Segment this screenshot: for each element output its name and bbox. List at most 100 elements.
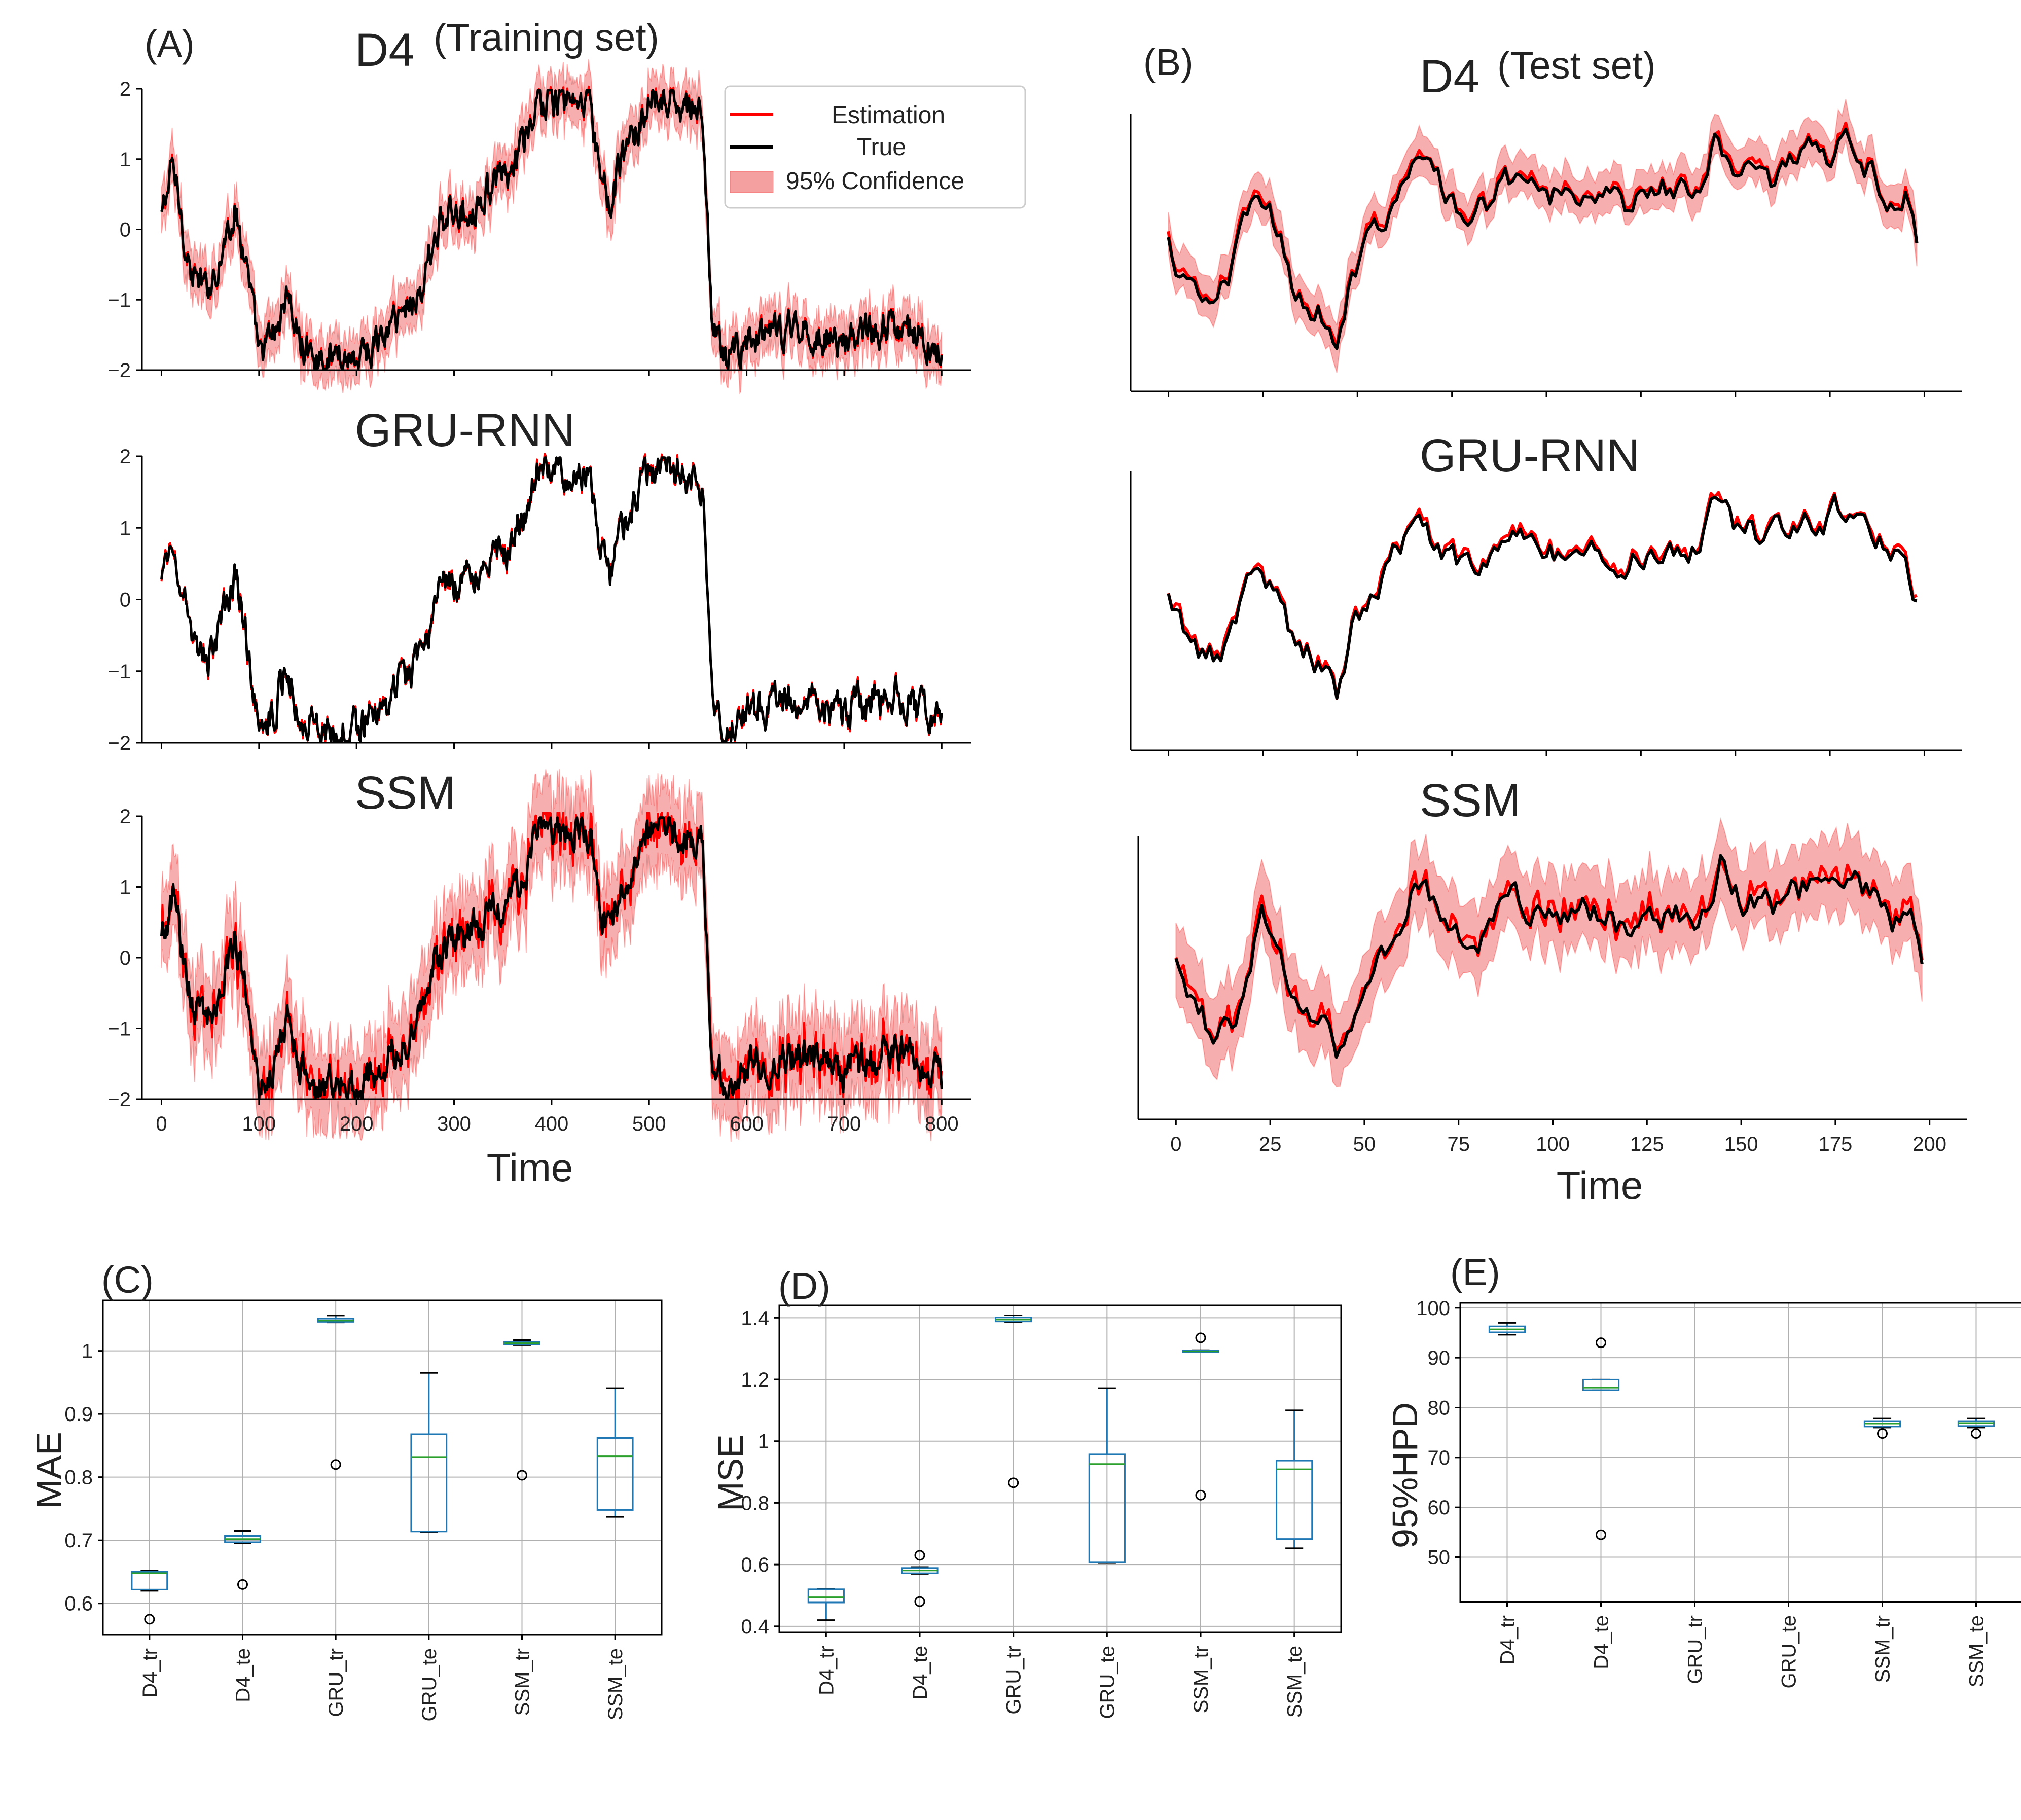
x-tick-label: 400 — [535, 1113, 569, 1135]
x-tick-label: GRU_te — [1096, 1646, 1118, 1719]
x-tick-label: D4_tr — [1497, 1615, 1519, 1665]
x-tick-label: 600 — [730, 1113, 764, 1135]
x-tick-label: 75 — [1447, 1133, 1470, 1155]
chart-a-gru: −2 −1 0 1 2 — [107, 446, 971, 754]
legend-confidence-label: 95% Confidence — [786, 168, 964, 195]
y-tick-label: −1 — [107, 661, 131, 683]
x-tick-label: SSM_tr — [1872, 1615, 1894, 1683]
chart-b-gru — [1130, 471, 1962, 756]
panel-b-title-set: (Test set) — [1497, 44, 1656, 87]
box-body — [1582, 1378, 1620, 1391]
flier-point — [1971, 1428, 1981, 1439]
panel-letter-d: (D) — [778, 1265, 831, 1307]
plot-frame — [102, 1299, 663, 1636]
y-tick-label: 0.8 — [741, 1492, 769, 1514]
panel-c-ylabel: MAE — [29, 1432, 68, 1509]
panel-letter-e: (E) — [1450, 1251, 1500, 1293]
true-line — [160, 816, 943, 1099]
x-tick-label: GRU_tr — [325, 1648, 347, 1717]
y-tick-label: 0 — [120, 589, 131, 611]
x-tick-label: SSM_te — [1284, 1646, 1306, 1718]
box-body — [1088, 1453, 1126, 1563]
y-tick-label: 0.7 — [64, 1530, 93, 1552]
box-ssm-te — [1957, 1417, 1995, 1439]
flier-point — [237, 1579, 248, 1590]
x-tick-label: GRU_tr — [1003, 1646, 1025, 1715]
box-body — [410, 1433, 448, 1533]
y-tick-label: 0.4 — [741, 1616, 769, 1638]
chart-b-d4 — [1130, 99, 1962, 397]
flier-point — [1008, 1477, 1019, 1488]
y-tick-label: 0.6 — [64, 1593, 93, 1615]
x-tick-label: 700 — [827, 1113, 861, 1135]
x-tick-label: 50 — [1353, 1133, 1376, 1155]
true-line — [1174, 854, 1924, 1059]
flier-point — [914, 1550, 925, 1561]
box-gru-tr — [995, 1314, 1032, 1488]
confidence-band — [161, 769, 943, 1142]
panel-a-xlabel: Time — [487, 1145, 573, 1190]
true-line — [160, 456, 943, 743]
x-tick-label: 0 — [156, 1113, 167, 1135]
box-ssm-te — [596, 1387, 634, 1518]
box-body — [596, 1437, 634, 1511]
flier-point — [1596, 1529, 1606, 1540]
box-gru-te — [1088, 1387, 1126, 1564]
x-tick-label: SSM_te — [604, 1648, 627, 1720]
plot-frame — [1459, 1302, 2021, 1603]
true-line — [1167, 493, 1918, 700]
panel-letter-b: (B) — [1143, 41, 1194, 83]
panel-letter-a: (A) — [145, 23, 195, 65]
y-tick-label: 0 — [120, 947, 131, 969]
panel-d-ylabel: MSE — [711, 1434, 750, 1511]
box-body — [1276, 1460, 1313, 1540]
y-tick-label: 70 — [1428, 1447, 1451, 1469]
chart-e: 50 60 70 80 90 100 D4_tr D4_te GRU_tr GRU_te SSM_t… — [1416, 1297, 2021, 1689]
x-tick-label: SSM_tr — [1190, 1646, 1212, 1713]
y-tick-label: 1 — [82, 1340, 93, 1363]
y-tick-label: 2 — [120, 78, 131, 100]
y-tick-label: −1 — [107, 289, 131, 311]
y-tick-label: 1.2 — [741, 1369, 769, 1391]
chart-a-d4: −2 −1 0 1 2 — [107, 59, 971, 395]
panel-b-ssm-title: SSM — [1420, 775, 1521, 826]
x-tick-label: D4_tr — [139, 1648, 161, 1698]
y-tick-label: 2 — [120, 446, 131, 468]
box-d4-tr — [1488, 1322, 1526, 1336]
box-d4-te — [1582, 1337, 1620, 1540]
box-d4-te — [901, 1550, 939, 1607]
y-tick-label: −2 — [107, 1088, 131, 1111]
chart-c: 0.6 0.7 0.8 0.9 1 D4_tr D4_te GRU_tr GRU_te SSM_t… — [64, 1299, 663, 1722]
y-tick-label: −1 — [107, 1018, 131, 1040]
box-ssm-tr — [1863, 1417, 1901, 1439]
x-tick-label: D4_te — [1591, 1615, 1613, 1669]
chart-d: 0.4 0.6 0.8 1 1.2 1.4 D4_tr D4_te GRU_tr GRU_te SS… — [741, 1304, 1342, 1719]
x-tick-label: 100 — [242, 1113, 276, 1135]
x-tick-label: SSM_tr — [512, 1648, 534, 1716]
y-tick-label: 60 — [1428, 1497, 1451, 1519]
panel-letter-c: (C) — [101, 1259, 154, 1301]
x-tick-label: 125 — [1630, 1133, 1664, 1155]
box-body — [807, 1588, 845, 1604]
legend: Estimation True 95% Confidence — [724, 85, 1026, 209]
y-tick-label: 0.6 — [741, 1554, 769, 1576]
panel-b-title-model: D4 — [1420, 51, 1479, 102]
flier-point — [1596, 1337, 1606, 1349]
x-tick-label: D4_tr — [815, 1646, 838, 1695]
box-d4-te — [224, 1530, 261, 1590]
confidence-band — [1175, 817, 1923, 1087]
x-tick-label: GRU_te — [418, 1648, 441, 1722]
box-gru-te — [410, 1372, 448, 1533]
box-body — [131, 1571, 168, 1590]
x-tick-label: 200 — [340, 1113, 374, 1135]
flier-point — [1195, 1489, 1206, 1501]
legend-confidence-swatch — [730, 171, 774, 193]
y-tick-label: 0 — [120, 219, 131, 241]
x-tick-label: 300 — [437, 1113, 471, 1135]
box-d4-tr — [807, 1588, 845, 1621]
panel-a-gru-title: GRU-RNN — [355, 405, 575, 456]
x-tick-label: D4_te — [909, 1646, 931, 1700]
panel-b-xlabel: Time — [1557, 1163, 1643, 1208]
panel-a-title-model: D4 — [355, 24, 415, 76]
